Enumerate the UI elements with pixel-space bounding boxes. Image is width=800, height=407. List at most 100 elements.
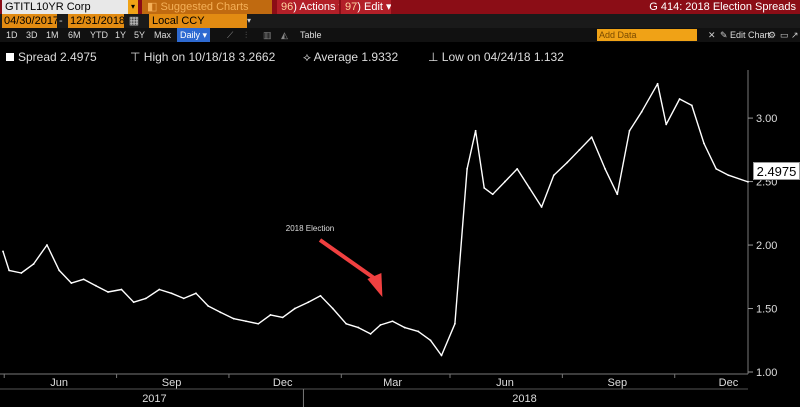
spread-data-point <box>379 324 382 326</box>
range-max-button[interactable]: Max <box>154 30 172 40</box>
high-marker-icon: ⊤ <box>130 50 144 64</box>
spread-data-point <box>293 307 296 310</box>
spread-data-point <box>466 167 468 170</box>
expand-icon[interactable]: ↗ <box>791 30 799 40</box>
average-marker-icon: ⟡ <box>303 50 314 64</box>
start-date-input[interactable]: 04/30/2017 <box>2 14 57 28</box>
spread-data-point <box>640 110 643 113</box>
spread-data-point <box>656 82 659 85</box>
range-6m-button[interactable]: 6M <box>68 30 81 40</box>
spread-data-point <box>132 301 135 304</box>
spread-data-point <box>369 333 372 335</box>
spread-series-line <box>2 83 749 357</box>
x-tick-label: Sep <box>608 377 628 389</box>
range-ytd-button[interactable]: YTD <box>90 30 108 40</box>
spread-data-point <box>453 322 456 325</box>
spread-data-point <box>32 263 35 265</box>
frequency-select[interactable]: Daily ▾ <box>177 28 211 42</box>
spread-data-point <box>281 316 284 319</box>
low-marker-icon: ⊥ <box>428 50 442 64</box>
year-label-2017: 2017 <box>142 393 166 405</box>
y-tick-label: 1.50 <box>756 304 777 316</box>
chart-icon: ◧ <box>147 1 161 13</box>
spread-data-point <box>690 104 693 107</box>
x-tick-label: Dec <box>719 377 739 389</box>
spread-data-point <box>357 326 360 329</box>
spread-data-point <box>70 282 73 285</box>
edit-shortcut: 97 <box>345 1 358 13</box>
spread-data-point <box>391 320 394 323</box>
calendar-icon[interactable]: ▦ <box>128 15 140 27</box>
legend-average-text: Average 1.9332 <box>313 50 399 64</box>
spread-data-point <box>566 161 569 164</box>
x-tick-label: Sep <box>162 377 182 389</box>
gear-icon[interactable]: ⚙ <box>768 30 777 40</box>
currency-select[interactable]: Local CCY <box>149 14 247 28</box>
x-tick-label: Dec <box>273 377 293 389</box>
ticker-dropdown[interactable]: ▾ <box>128 0 138 14</box>
spread-data-point <box>257 322 260 325</box>
spread-data-point <box>219 311 222 314</box>
spread-data-point <box>483 187 486 189</box>
spread-data-point <box>269 313 272 316</box>
spread-data-point <box>403 326 406 329</box>
annotation-label: 2018 Election <box>286 224 334 233</box>
add-data-input[interactable]: Add Data <box>597 29 697 41</box>
spread-data-point <box>319 294 322 297</box>
ticker-field[interactable]: GTITL10YR Corp <box>2 0 128 14</box>
spread-data-point <box>590 136 593 139</box>
frequency-label: Daily <box>180 30 201 40</box>
table-button[interactable]: Table <box>300 30 322 40</box>
y-tick-label: 1.00 <box>756 367 777 379</box>
actions-button[interactable]: 96) Actions ▾ <box>277 0 339 14</box>
page-title: G 414: 2018 Election Spreads <box>649 1 796 13</box>
spread-data-point <box>747 180 749 183</box>
close-icon[interactable]: ✕ <box>708 30 716 40</box>
spread-data-point <box>703 142 705 145</box>
legend-low-text: Low on 04/24/18 1.132 <box>441 50 564 64</box>
spread-data-point <box>578 148 581 151</box>
annotation-arrow-shaft <box>318 238 377 281</box>
spread-data-point <box>144 297 147 300</box>
date-separator: - <box>59 15 63 27</box>
mountain-chart-icon[interactable]: ◭ <box>281 30 288 40</box>
suggested-charts-button[interactable]: ◧ Suggested Charts <box>142 0 272 14</box>
spread-data-point <box>307 301 310 304</box>
range-1m-button[interactable]: 1M <box>46 30 59 40</box>
range-1y-button[interactable]: 1Y <box>115 30 127 40</box>
spread-data-point <box>107 291 109 293</box>
bar-chart-icon[interactable]: ▥ <box>263 30 272 40</box>
edit-button[interactable]: 97) Edit ▾ <box>341 0 391 14</box>
legend-spread: Spread 2.4975 <box>6 49 97 65</box>
spread-data-point <box>727 174 730 177</box>
spread-data-point <box>2 250 4 253</box>
edit-chart-icon[interactable]: ✎ <box>720 30 728 40</box>
spread-data-point <box>20 272 23 274</box>
chevron-down-icon: ▾ <box>386 1 391 13</box>
dock-icon[interactable]: ▭ <box>780 30 789 40</box>
spread-data-point <box>182 297 185 300</box>
spread-data-point <box>94 284 97 287</box>
legend-spread-text: Spread 2.4975 <box>18 50 97 64</box>
spread-data-point <box>628 129 631 132</box>
spread-data-point <box>120 288 123 291</box>
spread-data-point <box>331 307 334 310</box>
legend-high-text: High on 10/18/18 3.2662 <box>143 50 276 64</box>
spread-data-point <box>616 193 619 196</box>
series-swatch-icon <box>6 53 14 61</box>
spread-data-point <box>245 320 247 323</box>
range-5y-button[interactable]: 5Y <box>134 30 146 40</box>
end-date-input[interactable]: 12/31/2018 <box>68 14 124 28</box>
spread-data-point <box>170 292 173 295</box>
line-chart-icon[interactable]: ⟋ <box>227 30 234 40</box>
edit-chart-button[interactable]: Edit Chart <box>730 30 771 40</box>
spread-data-point <box>232 317 235 320</box>
candle-chart-icon[interactable]: ⫶ <box>245 30 248 40</box>
range-3d-button[interactable]: 3D <box>26 30 38 40</box>
edit-label: Edit <box>363 1 383 13</box>
currency-dropdown[interactable]: ▾ <box>247 16 252 25</box>
spread-data-point <box>540 206 543 208</box>
spread-data-point <box>474 129 477 132</box>
range-1d-button[interactable]: 1D <box>6 30 18 40</box>
